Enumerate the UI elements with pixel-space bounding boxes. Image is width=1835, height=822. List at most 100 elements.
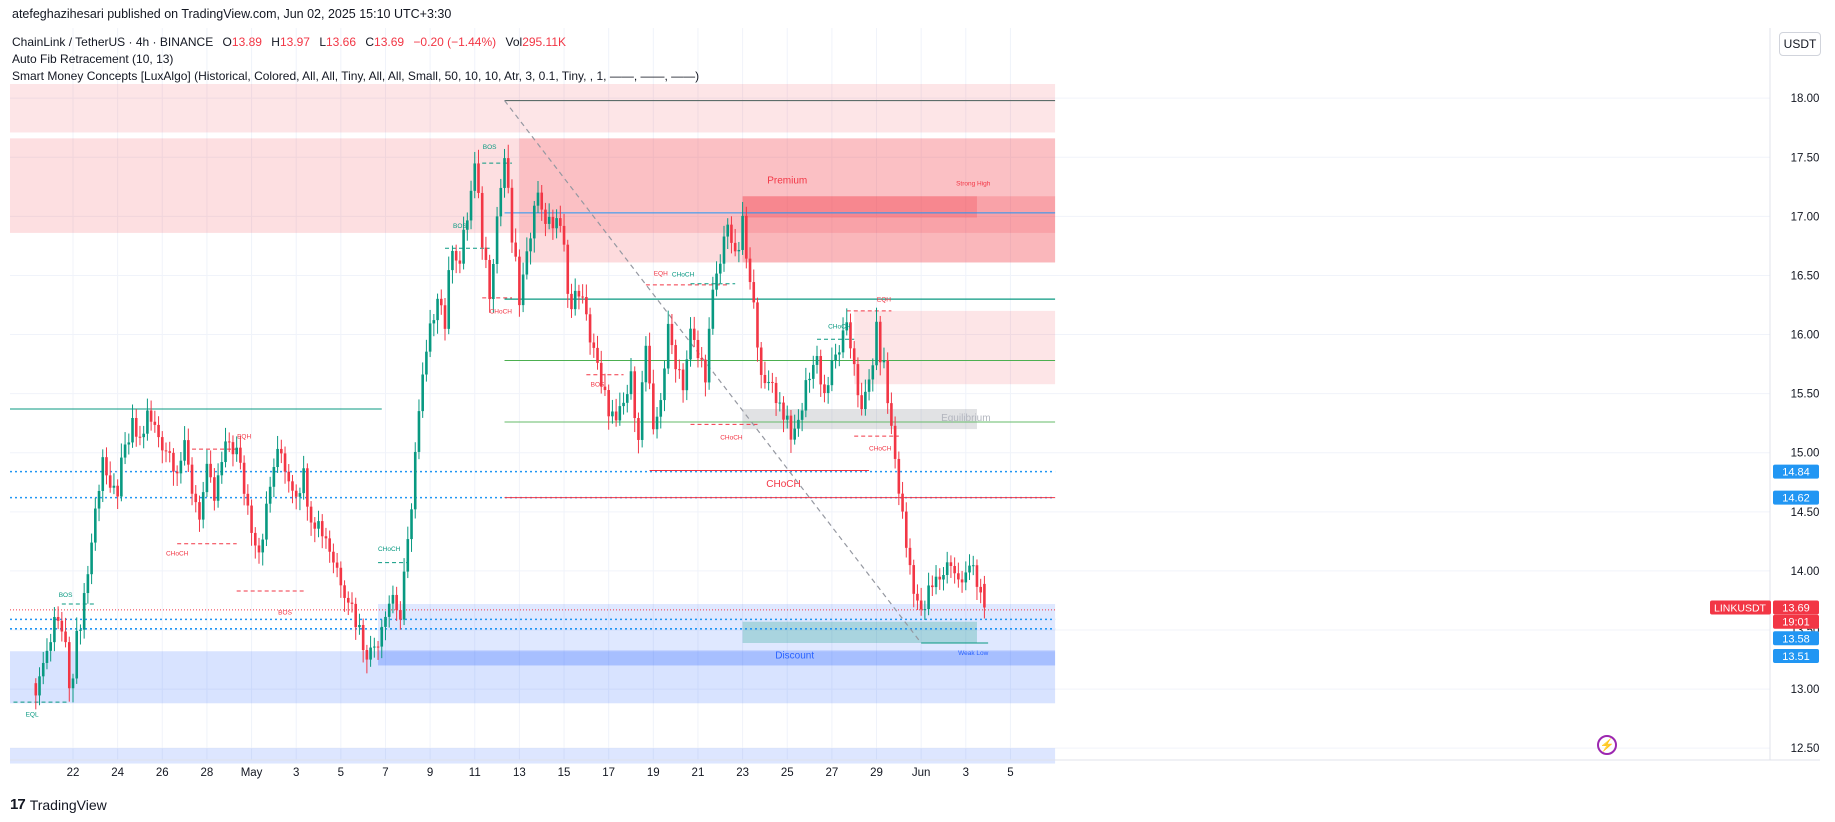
candle-body [670,323,674,346]
discount-zone [378,650,1056,666]
candle-body [439,298,443,306]
candle-body [239,447,242,463]
price-tag-text: 13.58 [1782,633,1810,645]
candle-body [711,289,715,329]
candle-body [395,594,398,611]
candle-body [343,585,346,598]
candle-body [205,463,209,493]
candle-body [585,296,588,315]
candle-body [875,321,878,366]
candle-body [469,190,473,221]
price-tag [1773,490,1819,505]
candle-body [112,485,116,488]
smc-label: EQL [26,711,39,718]
candle-body [187,440,190,465]
x-tick-label: 17 [602,767,615,779]
candle-body [499,187,503,217]
candle-body [41,662,45,677]
volume-label: Vol [505,35,523,49]
candle-body [488,259,491,300]
x-tick-label: 25 [781,767,794,779]
candle-body [97,490,101,509]
candle-body [607,390,610,417]
candle-body [506,158,510,188]
symbol-title[interactable]: ChainLink / TetherUS · 4h · BINANCE [12,35,214,49]
candle-body [975,565,979,587]
candle-body [276,448,279,468]
candle-body [782,402,785,420]
price-tag-text: 14.84 [1782,467,1810,479]
candle-body [942,575,945,580]
candle-body [410,509,413,540]
candle-body [451,250,454,271]
candle-body [681,369,685,391]
y-tick-label: 14.00 [1791,566,1820,578]
x-tick-label: 11 [469,767,481,779]
candle-body [313,522,317,529]
candle-body [800,410,804,420]
candle-body [272,467,276,487]
candle-body [878,321,882,363]
premium-zone [519,138,1056,263]
symbol-tag [1710,600,1771,615]
candle-body [384,616,387,627]
candle-body [544,209,547,224]
open-label: O [222,35,232,49]
candle-body [38,676,41,696]
candle-body [752,282,756,303]
candle-body [213,477,216,501]
lightning-icon[interactable]: ⚡ [1597,735,1617,755]
candle-body [134,417,138,437]
close-value: 13.69 [374,35,405,49]
candle-body [759,347,763,375]
candle-body [462,229,465,264]
order-block [742,196,977,218]
y-tick-label: 17.50 [1791,152,1820,164]
candle-body [454,250,458,261]
candle-body [622,402,625,407]
candle-body [901,493,904,512]
price-tag-text: 14.62 [1782,493,1810,505]
smc-label: BOS [59,592,73,599]
candle-body [540,192,544,210]
candle-body [190,464,194,494]
candle-body [618,406,622,421]
candle-body [979,586,982,593]
candle-body [317,521,320,529]
candle-body [826,385,830,394]
candle-body [346,597,350,603]
candle-body [250,505,253,533]
smc-label: BOS [483,144,497,151]
supply-zone [854,310,1056,385]
high-value: 13.97 [279,35,310,49]
indicator-fib-legend[interactable]: Auto Fib Retracement (10, 13) [12,52,174,66]
candle-body [897,458,901,494]
symbol-tag-text: LINKUSDT [1714,603,1767,615]
x-tick-label: 19 [647,767,660,779]
price-tag [1773,464,1819,479]
smc-label: Weak Low [958,650,989,657]
x-tick-label: 5 [338,767,344,779]
candle-body [696,339,700,359]
y-tick-label: 18.00 [1791,93,1820,105]
candle-body [34,683,38,696]
candle-body [521,274,525,306]
candle-body [164,450,168,452]
candle-body [685,359,689,391]
indicator-smc-legend[interactable]: Smart Money Concepts [LuxAlgo] (Historic… [12,69,700,83]
candle-body [335,562,339,568]
candle-body [183,440,186,461]
smc-label: EQH [654,270,668,277]
candle-body [518,256,521,306]
x-tick-label: 23 [736,767,749,779]
currency-button[interactable]: USDT [1779,32,1821,56]
supply-zone [10,138,1056,233]
candle-body [510,187,514,243]
candle-body [402,571,406,620]
candle-body [428,323,432,352]
price-tag [1773,600,1819,615]
candle-body [339,567,343,586]
candle-body [324,536,328,539]
candle-body [45,650,49,663]
